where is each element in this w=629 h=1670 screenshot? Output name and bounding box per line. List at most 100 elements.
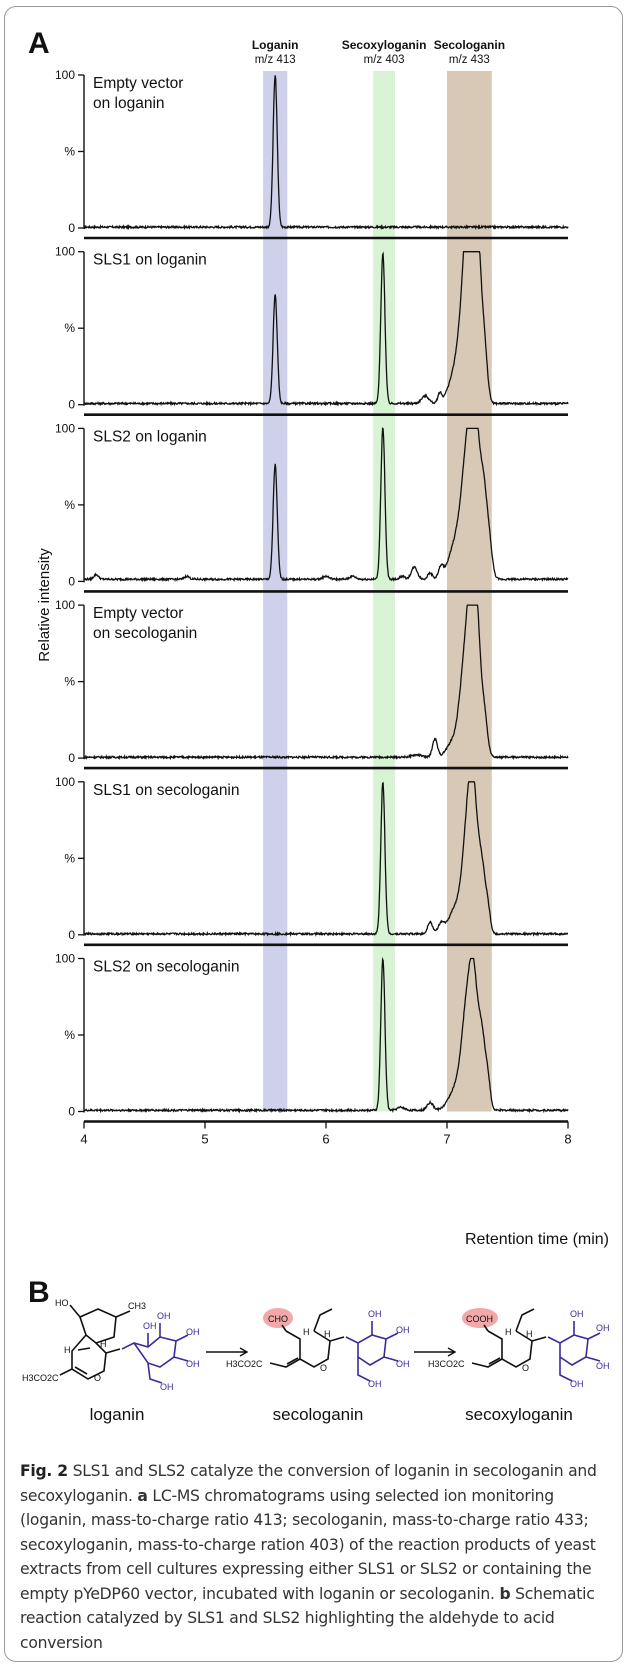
secoxyloganin-sugar — [547, 1321, 601, 1382]
secologanin-sugar-oh-1: OH — [368, 1309, 382, 1319]
y-tick-label: 100 — [55, 245, 75, 259]
loganin-h-label-1: H — [100, 1339, 107, 1349]
y-tick-label: 100 — [55, 952, 75, 966]
loganin-sugar — [121, 1323, 189, 1384]
compound-name-secologanin: secologanin — [273, 1405, 364, 1424]
secoxyloganin-h-label-2: H — [526, 1329, 533, 1339]
secologanin-sugar-oh-2: OH — [396, 1325, 410, 1335]
y-tick-label: % — [64, 851, 75, 865]
panel-label: Empty vector — [93, 75, 183, 92]
loganin-ch3-label: CH3 — [128, 1301, 146, 1311]
band-label-secoxyloganin: Secoxyloganin — [342, 38, 427, 52]
loganin-sugar-oh-4: OH — [186, 1359, 200, 1369]
secologanin-sugar — [345, 1321, 399, 1382]
chromatogram-panel-2: 0% 100 SLS1 on loganin — [55, 245, 569, 417]
secologanin-ring-o-label: O — [320, 1363, 327, 1373]
secologanin-structure — [269, 1308, 345, 1368]
loganin-sugar-oh-3: OH — [186, 1327, 200, 1337]
chromatogram-chart: A Relative intensity Retention time (min… — [28, 27, 609, 1248]
loganin-ring-o-label: O — [94, 1373, 101, 1383]
secoxyloganin-cooh-label: COOH — [466, 1314, 493, 1324]
reaction-scheme: B HO CH3 H H H3CO2C O OH OH OH OH OH — [22, 1276, 610, 1424]
chromatogram-trace — [83, 75, 569, 231]
y-tick-label: 100 — [55, 775, 75, 789]
y-tick-label: % — [64, 675, 75, 689]
secologanin-h-label-2: H — [324, 1329, 331, 1339]
y-tick-label: 100 — [55, 598, 75, 612]
band-label-loganin: Loganin — [252, 38, 299, 52]
panel-b-letter: B — [28, 1276, 50, 1309]
arrow-1-icon — [206, 1347, 249, 1357]
band-mz-secoxyloganin: m/z 403 — [364, 54, 405, 66]
caption-part-a-letter: a — [137, 1486, 148, 1505]
caption-title: SLS1 and SLS2 catalyze the conversion of… — [20, 1462, 597, 1505]
panel-label: on secologanin — [93, 625, 197, 642]
panel-label: on loganin — [93, 95, 165, 112]
y-tick-label: 0 — [68, 928, 75, 942]
caption-fig-label: Fig. 2 — [20, 1462, 68, 1480]
chromatogram-trace — [83, 604, 569, 761]
y-tick-label: % — [64, 145, 75, 159]
chromatogram-panel-5: 0% 100 SLS1 on secologanin — [55, 775, 568, 947]
compound-name-loganin: loganin — [90, 1405, 145, 1424]
panel-a-letter: A — [28, 27, 50, 60]
loganin-h-label-2: H — [64, 1345, 71, 1355]
y-tick-label: 0 — [68, 221, 75, 235]
y-tick-label: 0 — [68, 751, 75, 765]
secologanin-h-label-1: H — [303, 1327, 310, 1337]
caption-part-a: LC-MS chromatograms using selected ion m… — [20, 1486, 596, 1603]
chromatogram-trace — [83, 781, 568, 937]
secoxyloganin-h-label-1: H — [505, 1327, 512, 1337]
panel-label: Empty vector — [93, 605, 183, 622]
caption-part-b: Schematic reaction catalyzed by SLS1 and… — [20, 1584, 595, 1652]
loganin-ester-label: H3CO2C — [22, 1373, 59, 1383]
x-tick-label: 8 — [564, 1132, 571, 1147]
loganin-ho-label: HO — [55, 1298, 69, 1308]
secoxyloganin-ester-label: H3CO2C — [428, 1359, 465, 1369]
band-mz-secologanin: m/z 433 — [449, 54, 490, 66]
y-tick-label: 100 — [55, 68, 75, 82]
secologanin-sugar-oh-4: OH — [368, 1379, 382, 1389]
secoxyloganin-structure — [471, 1308, 547, 1368]
loganin-structure — [59, 1304, 131, 1380]
caption-part-b-letter: b — [499, 1584, 511, 1603]
band-label-secologanin: Secologanin — [434, 38, 505, 52]
loganin-sugar-oh-2: OH — [157, 1311, 171, 1321]
secologanin-sugar-oh-3: OH — [396, 1359, 410, 1369]
loganin-sugar-oh-5: OH — [160, 1382, 174, 1392]
y-tick-label: 0 — [68, 574, 75, 588]
y-axis-label: Relative intensity — [36, 548, 53, 662]
x-tick-label: 6 — [322, 1132, 329, 1147]
chromatogram-trace — [83, 956, 569, 1114]
y-tick-label: 0 — [68, 1105, 75, 1119]
panel-label: SLS1 on loganin — [93, 252, 207, 269]
loganin-sugar-oh-1: OH — [143, 1321, 157, 1331]
chromatogram-trace — [83, 427, 569, 583]
cooh-highlight — [462, 1308, 498, 1328]
arrow-2-icon — [414, 1347, 457, 1357]
secoxyloganin-sugar-oh-3: OH — [596, 1361, 610, 1371]
cho-highlight — [263, 1308, 293, 1328]
y-tick-label: % — [64, 1028, 75, 1042]
secoxyloganin-sugar-oh-2: OH — [596, 1323, 610, 1333]
secologanin-cho-label: CHO — [268, 1314, 288, 1324]
y-tick-label: % — [64, 321, 75, 335]
x-tick-label: 5 — [201, 1132, 208, 1147]
figure-frame — [4, 6, 623, 1662]
band-mz-loganin: m/z 413 — [255, 54, 296, 66]
panel-label: SLS2 on loganin — [93, 428, 207, 445]
panel-label: SLS1 on secologanin — [93, 782, 240, 799]
y-tick-label: 0 — [68, 398, 75, 412]
chromatogram-trace — [83, 251, 569, 407]
x-tick-label: 7 — [443, 1132, 450, 1147]
y-tick-label: 100 — [55, 421, 75, 435]
y-tick-label: % — [64, 498, 75, 512]
chromatogram-panel-1: 0% 100 Empty vector on loganin — [55, 68, 569, 240]
secoxyloganin-sugar-oh-1: OH — [570, 1309, 584, 1319]
figure-caption: Fig. 2 SLS1 and SLS2 catalyze the conver… — [20, 1459, 616, 1655]
compound-name-secoxyloganin: secoxyloganin — [465, 1405, 573, 1424]
chromatogram-panel-4: 0% 100 Empty vector on secologanin — [55, 598, 569, 770]
x-axis-label: Retention time (min) — [465, 1231, 609, 1248]
secoxyloganin-ring-o-label: O — [522, 1363, 529, 1373]
secoxyloganin-sugar-oh-4: OH — [570, 1379, 584, 1389]
